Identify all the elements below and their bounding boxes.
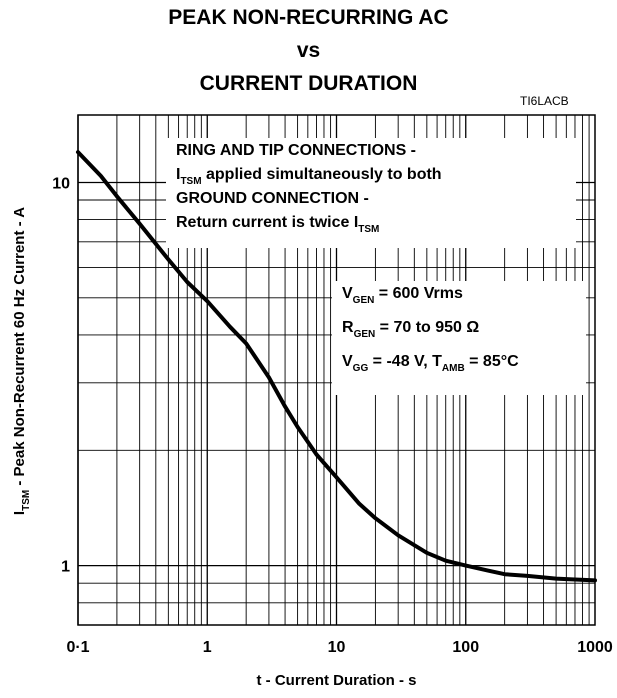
chart-title-line-1: PEAK NON-RECURRING AC [168,6,449,29]
x-axis-label: t - Current Duration - s [256,672,417,689]
chart-title-line-3: CURRENT DURATION [199,72,418,95]
x-tick-label: 1 [203,639,212,656]
annotation-line: VGEN = 600 Vrms [342,285,463,306]
annotation-line: ITSM applied simultaneously to both [176,166,442,187]
conditions-note-box: VGEN = 600 Vrms RGEN = 70 to 950 Ω VGG = -… [332,281,586,395]
x-tick-label: 100 [452,639,479,656]
x-tick-label: 10 [328,639,346,656]
plot-frame [77,114,596,626]
annotation-line: RING AND TIP CONNECTIONS - [176,142,417,159]
y-axis-label: ITSM - Peak Non-Recurrent 60 Hz Current … [11,206,32,516]
current-curve-line [76,150,597,583]
annotation-line: Return current is twice ITSM [176,214,380,235]
annotation-line: GROUND CONNECTION - [176,190,369,207]
x-tick-label: 0·1 [66,639,89,656]
connections-note-box: RING AND TIP CONNECTIONS - ITSM applied s… [166,138,576,248]
figure-code: TI6LACB [520,94,569,108]
chart-title-line-2: vs [296,39,321,62]
annotation-line: RGEN = 70 to 950 Ω [342,319,480,340]
y-tick-label: 1 [61,559,70,576]
annotation-line: VGG = -48 V, TAMB = 85°C [342,353,519,374]
y-tick-label: 10 [52,175,70,192]
x-tick-label: 1000 [577,639,613,656]
